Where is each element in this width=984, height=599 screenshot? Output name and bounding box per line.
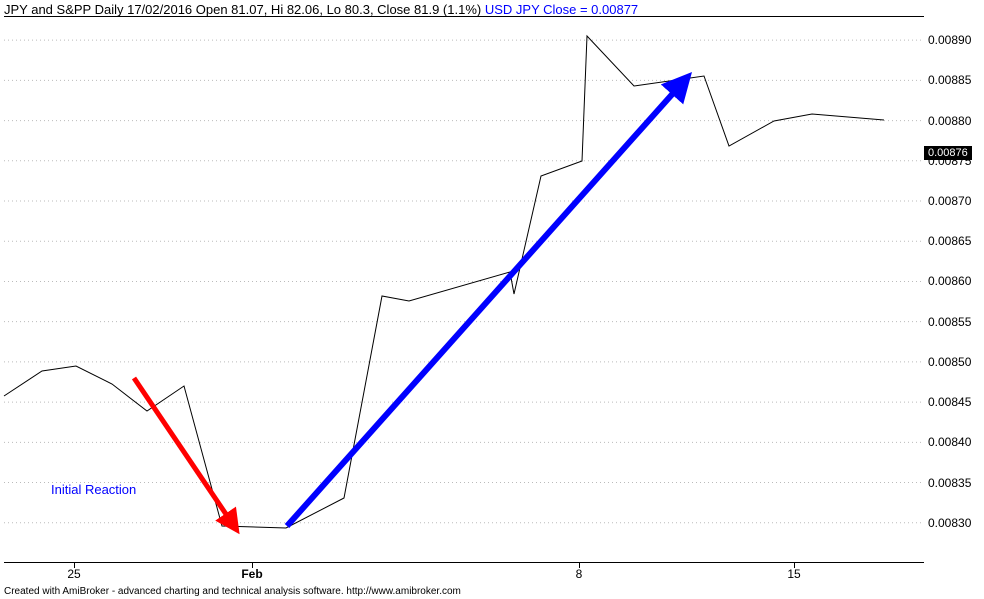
- chart-svg: [4, 16, 924, 563]
- price-flag-value: 0.00876: [928, 147, 968, 159]
- chart-title: JPY and S&PP Daily 17/02/2016 Open 81.07…: [4, 2, 638, 17]
- y-tick-label: 0.00850: [928, 355, 971, 369]
- y-tick-label: 0.00845: [928, 395, 971, 409]
- y-tick-label: 0.00855: [928, 315, 971, 329]
- y-tick-label: 0.00860: [928, 274, 971, 288]
- y-tick-label: 0.00870: [928, 194, 971, 208]
- y-tick-label: 0.00865: [928, 234, 971, 248]
- x-tick-label: 25: [67, 567, 80, 581]
- x-tick-label: 15: [787, 567, 800, 581]
- y-tick-label: 0.00890: [928, 33, 971, 47]
- footer-credit: Created with AmiBroker - advanced charti…: [4, 586, 461, 597]
- chart-container: JPY and S&PP Daily 17/02/2016 Open 81.07…: [0, 0, 984, 599]
- y-tick-label: 0.00840: [928, 435, 971, 449]
- annotation-initial-reaction: Initial Reaction: [51, 482, 136, 497]
- price-flag: 0.00876: [924, 146, 972, 160]
- y-tick-label: 0.00880: [928, 114, 971, 128]
- y-tick-label: 0.00885: [928, 73, 971, 87]
- x-tick-label: Feb: [241, 567, 262, 581]
- y-tick-label: 0.00830: [928, 516, 971, 530]
- y-tick-label: 0.00835: [928, 476, 971, 490]
- title-suffix: USD JPY Close = 0.00877: [485, 2, 638, 17]
- x-tick-label: 8: [576, 567, 583, 581]
- title-prefix: JPY and S&PP Daily 17/02/2016 Open 81.07…: [4, 2, 485, 17]
